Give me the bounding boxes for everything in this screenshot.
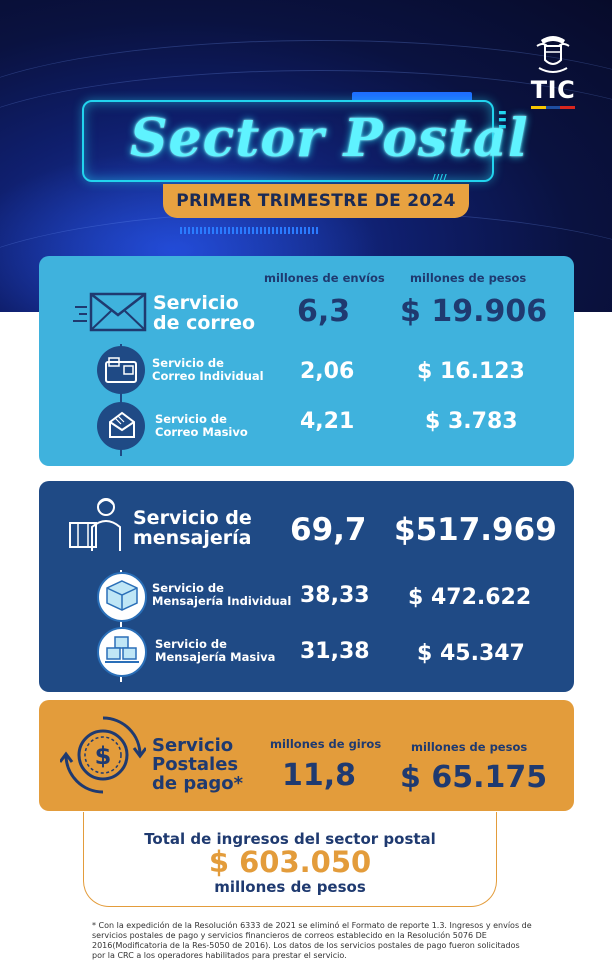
mensajeria-label-line2: mensajería [133,527,252,549]
tic-wordmark: TIC [530,76,576,104]
correo-masivo-label-line1: Servicio de [155,412,227,426]
correo-label-line1: Servicio [153,292,239,314]
title-frame [82,100,494,182]
decor-slashes: //// [432,173,447,184]
correo-masivo-label-line2: Correo Masivo [155,425,248,439]
column-header-envios: millones de envíos [264,271,385,285]
mensajeria-masiva-label-line1: Servicio de [155,637,227,651]
decor-dashes: ▬ ▬ ▬ [498,108,507,132]
mensajeria-pesos: $517.969 [394,512,557,548]
package-icon [106,580,138,611]
flag-stripe [531,106,576,109]
mensajeria-masiva-envios: 31,38 [300,639,370,664]
column-header-pesos: millones de pesos [411,740,528,754]
stacked-packages-icon [105,636,139,663]
correo-individual-pesos: $ 16.123 [417,359,525,384]
open-envelope-icon [109,411,135,438]
total-unit: millones de pesos [214,878,366,896]
svg-text:$: $ [95,742,112,770]
icon-disc [97,402,145,450]
hero-wave [0,40,612,201]
pago-pesos: $ 65.175 [400,760,548,795]
mensajeria-envios: 69,7 [290,512,367,548]
mensajeria-individual-label-line1: Servicio de [152,581,224,595]
correo-label-line2: de correo [153,312,256,334]
pago-label-line2: Postales [152,754,239,775]
mensajeria-individual-pesos: $ 472.622 [408,585,532,610]
mensajeria-label-line1: Servicio de [133,507,252,529]
icon-disc [97,627,147,677]
correo-individual-label-line1: Servicio de [152,356,224,370]
total-label: Total de ingresos del sector postal [144,830,436,848]
total-value: $ 603.050 [208,845,372,879]
column-header-giros: millones de giros [270,737,382,751]
mensajeria-individual-envios: 38,33 [300,583,370,608]
correo-masivo-pesos: $ 3.783 [425,409,518,434]
correo-pesos: $ 19.906 [400,294,548,329]
mensajeria-masiva-pesos: $ 45.347 [417,641,525,666]
envelope-icon [73,292,147,332]
mailbox-icon [105,357,137,383]
pago-label-line1: Servicio [152,735,234,756]
title-accent-bar [352,92,472,102]
pago-giros: 11,8 [282,758,357,793]
correo-masivo-envios: 4,21 [300,409,355,434]
decor-ticks [180,227,320,234]
correo-individual-envios: 2,06 [300,359,355,384]
footnote: * Con la expedición de la Resolución 633… [92,921,532,960]
column-header-pesos: millones de pesos [410,271,527,285]
period-ribbon: PRIMER TRIMESTRE DE 2024 [163,184,469,218]
mensajeria-individual-label-line2: Mensajería Individual [152,594,292,608]
connector-line [120,344,122,456]
money-transfer-icon: $ [60,716,146,794]
connector-line [120,570,122,682]
hero-wave [0,70,612,231]
tic-logo: TIC [528,32,578,109]
courier-icon [69,498,121,551]
total-box [83,812,497,907]
correo-individual-label-line2: Correo Individual [152,369,264,383]
colombia-coat-of-arms-icon [536,36,570,73]
pago-label-line3: de pago* [152,773,244,794]
page-title: Sector Postal [130,108,529,169]
correo-envios: 6,3 [297,294,351,329]
mensajeria-masiva-label-line2: Mensajería Masiva [155,650,276,664]
